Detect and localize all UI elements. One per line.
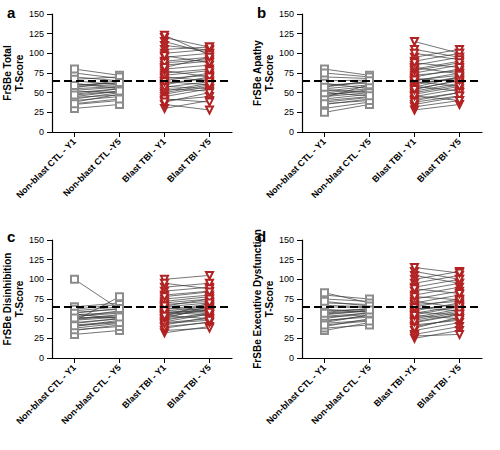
svg-text:0: 0	[289, 353, 294, 363]
svg-text:Non-blast CTL - Y1: Non-blast CTL - Y1	[14, 136, 78, 201]
svg-text:25: 25	[284, 107, 294, 117]
svg-text:Blast TBI - Y1: Blast TBI - Y1	[370, 136, 418, 184]
svg-text:Blast TBI -Y1: Blast TBI -Y1	[372, 362, 418, 408]
svg-text:50: 50	[34, 88, 44, 98]
svg-text:25: 25	[284, 333, 294, 343]
svg-text:Blast TBI - Y1: Blast TBI - Y1	[120, 362, 168, 410]
svg-text:Non-blast CTL - Y5: Non-blast CTL - Y5	[309, 136, 373, 200]
svg-text:0: 0	[289, 127, 294, 137]
svg-text:150: 150	[279, 235, 294, 245]
svg-text:100: 100	[29, 48, 44, 58]
svg-text:T-Score: T-Score	[14, 54, 25, 91]
svg-text:FrSBe Total: FrSBe Total	[2, 45, 13, 101]
svg-text:FrSBe Disinhibition: FrSBe Disinhibition	[2, 253, 13, 346]
svg-text:d: d	[257, 228, 266, 245]
svg-text:100: 100	[279, 48, 294, 58]
svg-text:T-Score: T-Score	[264, 280, 275, 317]
svg-text:Non-blast CTL - Y1: Non-blast CTL - Y1	[264, 362, 328, 427]
svg-text:75: 75	[284, 68, 294, 78]
svg-text:150: 150	[29, 235, 44, 245]
svg-text:FrSBe Executive Dysfunction: FrSBe Executive Dysfunction	[252, 229, 263, 368]
svg-text:Blast TBI - Y5: Blast TBI - Y5	[165, 362, 213, 410]
svg-text:125: 125	[29, 255, 44, 265]
svg-text:100: 100	[29, 274, 44, 284]
svg-text:125: 125	[279, 255, 294, 265]
svg-text:0: 0	[39, 127, 44, 137]
svg-text:Blast TBI - Y5: Blast TBI - Y5	[165, 136, 213, 184]
svg-text:Blast TBI - Y5: Blast TBI - Y5	[415, 136, 463, 184]
svg-text:100: 100	[279, 274, 294, 284]
svg-text:Non-blast CTL -Y5: Non-blast CTL -Y5	[61, 136, 123, 198]
svg-text:Non-blast CTL - Y5: Non-blast CTL - Y5	[59, 362, 123, 426]
svg-text:25: 25	[34, 107, 44, 117]
svg-text:50: 50	[284, 314, 294, 324]
svg-text:FrSBe Apathy: FrSBe Apathy	[252, 40, 263, 106]
svg-text:a: a	[7, 4, 16, 21]
svg-text:0: 0	[39, 353, 44, 363]
svg-text:25: 25	[34, 333, 44, 343]
svg-text:50: 50	[34, 314, 44, 324]
svg-text:75: 75	[284, 294, 294, 304]
svg-text:150: 150	[279, 9, 294, 19]
svg-text:c: c	[7, 228, 15, 245]
svg-text:75: 75	[34, 68, 44, 78]
svg-text:T-Score: T-Score	[14, 280, 25, 317]
svg-text:125: 125	[279, 29, 294, 39]
svg-text:Non-blast CTL - Y1: Non-blast CTL - Y1	[14, 362, 78, 427]
svg-text:50: 50	[284, 88, 294, 98]
svg-text:T-Score: T-Score	[264, 54, 275, 91]
svg-text:b: b	[257, 4, 266, 21]
svg-text:Non-blast CTL - Y5: Non-blast CTL - Y5	[309, 362, 373, 426]
svg-text:Non-blast CTL - Y1: Non-blast CTL - Y1	[264, 136, 328, 201]
svg-text:75: 75	[34, 294, 44, 304]
svg-text:Blast TBI - Y1: Blast TBI - Y1	[120, 136, 168, 184]
svg-text:125: 125	[29, 29, 44, 39]
svg-text:150: 150	[29, 9, 44, 19]
svg-text:Blast TBI - Y5: Blast TBI - Y5	[415, 362, 463, 410]
